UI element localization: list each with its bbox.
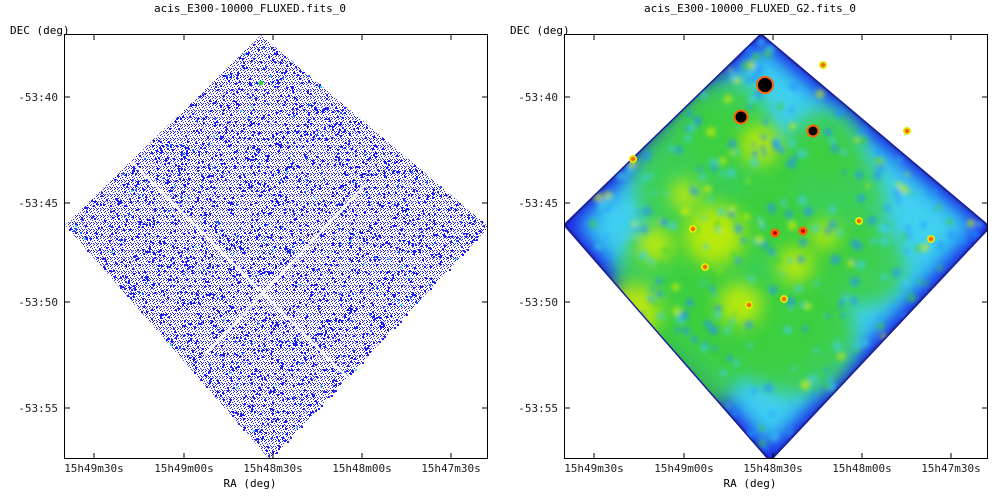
point-source bbox=[701, 263, 709, 271]
x-axis-label: RA (deg) bbox=[723, 477, 777, 490]
bright-source bbox=[733, 109, 749, 125]
y-tick-label: -53:50 bbox=[518, 296, 558, 309]
y-tick-label: -53:55 bbox=[18, 402, 58, 415]
y-tick-label: -53:50 bbox=[18, 296, 58, 309]
y-tick-label: -53:40 bbox=[18, 91, 58, 104]
y-tick-label: -53:40 bbox=[518, 91, 558, 104]
heatmap-plot-raw[interactable] bbox=[64, 34, 488, 459]
point-source bbox=[927, 235, 935, 243]
chip-gap bbox=[124, 154, 406, 436]
x-tick-label: 15h47m30s bbox=[921, 462, 981, 475]
x-tick-label: 15h49m00s bbox=[154, 462, 214, 475]
point-source bbox=[689, 225, 697, 233]
raw-counts-image bbox=[65, 35, 487, 458]
bright-source bbox=[258, 80, 264, 86]
y-axis-label: DEC (deg) bbox=[10, 24, 70, 37]
x-tick-label: 15h48m00s bbox=[332, 462, 392, 475]
x-tick-label: 15h48m30s bbox=[243, 462, 303, 475]
point-source bbox=[770, 228, 780, 238]
x-tick-label: 15h49m30s bbox=[64, 462, 124, 475]
y-tick-label: -53:55 bbox=[518, 402, 558, 415]
point-source bbox=[903, 127, 911, 135]
point-source bbox=[745, 301, 753, 309]
count-pixels bbox=[69, 44, 485, 457]
smoothed-image bbox=[565, 35, 987, 458]
point-source bbox=[798, 226, 808, 236]
panel-title: acis_E300-10000_FLUXED_G2.fits_0 bbox=[644, 2, 856, 15]
heatmap-plot-smoothed[interactable] bbox=[564, 34, 988, 459]
point-source bbox=[819, 61, 827, 69]
x-tick-label: 15h48m00s bbox=[832, 462, 892, 475]
bright-source bbox=[756, 76, 774, 94]
axes: 15h49m30s 15h49m00s 15h48m30s 15h48m00s 15h4… bbox=[518, 34, 988, 475]
point-source bbox=[855, 217, 863, 225]
left-panel: acis_E300-10000_FLUXED.fits_0 DEC (deg) … bbox=[10, 2, 488, 490]
axes: 15h49m30s 15h49m00s 15h48m30s 15h48m00s 15h4… bbox=[18, 34, 488, 475]
x-tick-label: 15h48m30s bbox=[743, 462, 803, 475]
right-panel: acis_E300-10000_FLUXED_G2.fits_0 DEC (de… bbox=[500, 0, 1000, 499]
chip-gap bbox=[204, 184, 366, 356]
y-tick-label: -53:45 bbox=[518, 197, 558, 210]
smoothed-emission bbox=[575, 38, 984, 452]
point-source bbox=[629, 155, 637, 163]
y-tick-label: -53:45 bbox=[18, 197, 58, 210]
x-axis-label: RA (deg) bbox=[223, 477, 277, 490]
y-axis-label: DEC (deg) bbox=[510, 24, 570, 37]
x-tick-label: 15h49m00s bbox=[654, 462, 714, 475]
bright-source bbox=[806, 124, 820, 138]
panel-title: acis_E300-10000_FLUXED.fits_0 bbox=[153, 2, 347, 15]
point-source bbox=[780, 295, 788, 303]
x-tick-label: 15h49m30s bbox=[564, 462, 624, 475]
x-tick-label: 15h47m30s bbox=[421, 462, 481, 475]
